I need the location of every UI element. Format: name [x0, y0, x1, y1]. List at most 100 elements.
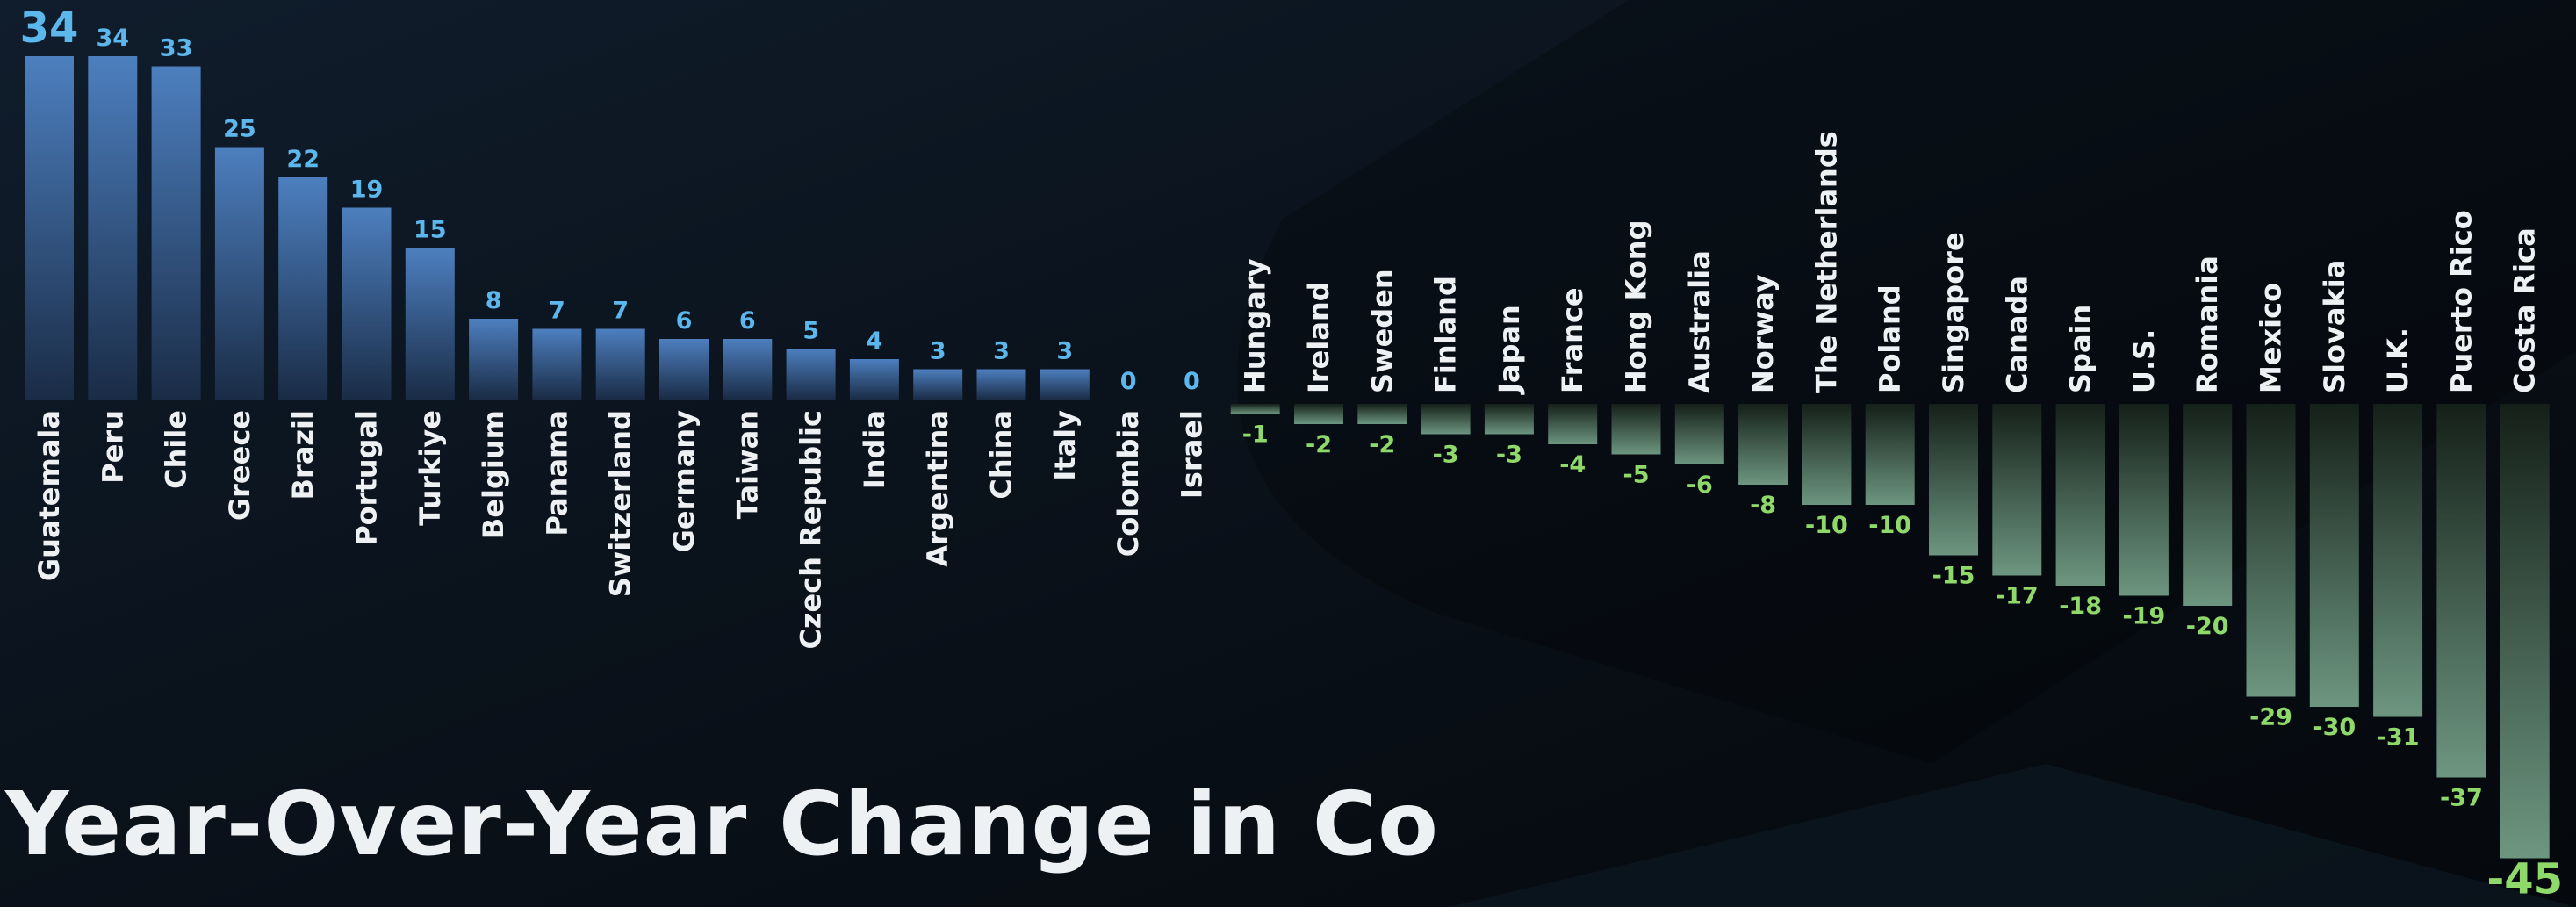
- category-label-portugal: Portugal: [350, 410, 384, 546]
- value-label-colombia: 0: [1120, 368, 1137, 395]
- value-label-china: 3: [993, 338, 1010, 365]
- value-label-ireland: -2: [1306, 431, 1332, 458]
- category-label-belgium: Belgium: [477, 410, 510, 539]
- category-label-india: India: [858, 410, 891, 489]
- category-label-u-k: U.K.: [2381, 328, 2414, 393]
- value-label-italy: 3: [1056, 338, 1073, 365]
- category-label-costa-rica: Costa Rica: [2508, 227, 2542, 393]
- bar-romania: [2183, 404, 2233, 606]
- bar-china: [976, 369, 1026, 400]
- value-label-puerto-rico: -37: [2440, 785, 2483, 812]
- category-label-romania: Romania: [2191, 256, 2224, 393]
- category-label-slovakia: Slovakia: [2318, 260, 2351, 393]
- bar-germany: [659, 339, 709, 400]
- bar-brazil: [278, 177, 328, 400]
- category-label-italy: Italy: [1048, 410, 1082, 481]
- bar-argentina: [913, 369, 963, 400]
- value-label-india: 4: [867, 328, 883, 355]
- bar-france: [1548, 404, 1598, 444]
- bar-italy: [1040, 369, 1090, 400]
- category-labels-group: Guatemala Peru Chile Greece Brazil Portugal Tu…: [32, 131, 2542, 649]
- bar-singapore: [1929, 404, 1978, 556]
- bar-belgium: [469, 319, 519, 400]
- category-label-germany: Germany: [667, 410, 701, 552]
- bar-peru: [88, 56, 138, 400]
- category-label-u-s: U.S.: [2127, 329, 2161, 393]
- value-label-panama: 7: [549, 298, 565, 325]
- value-label-u-s: -19: [2123, 603, 2166, 630]
- value-label-chile: 33: [160, 35, 193, 62]
- category-label-hong-kong: Hong Kong: [1620, 220, 1653, 394]
- value-label-singapore: -15: [1932, 563, 1975, 590]
- category-label-france: France: [1556, 287, 1589, 393]
- bar-slovakia: [2309, 404, 2359, 707]
- category-label-argentina: Argentina: [921, 410, 954, 567]
- bar-sweden: [1357, 404, 1407, 424]
- bar-greece: [214, 147, 264, 400]
- category-label-czech-republic: Czech Republic: [795, 410, 828, 650]
- bar-norway: [1738, 404, 1788, 485]
- value-label-greece: 25: [223, 116, 256, 143]
- bar-taiwan: [723, 339, 773, 400]
- bar-ireland: [1294, 404, 1343, 424]
- value-label-guatemala: 34: [20, 4, 79, 53]
- value-label-mexico: -29: [2249, 704, 2292, 731]
- value-label-czech-republic: 5: [802, 318, 819, 345]
- category-label-japan: Japan: [1493, 305, 1526, 395]
- bar-turkiye: [405, 248, 455, 400]
- value-label-romania: -20: [2186, 613, 2229, 640]
- bar-the-netherlands: [1802, 404, 1852, 505]
- category-label-australia: Australia: [1683, 250, 1716, 393]
- value-label-france: -4: [1559, 451, 1586, 479]
- category-label-spain: Spain: [2064, 305, 2097, 393]
- value-label-u-k: -31: [2377, 724, 2420, 752]
- value-label-argentina: 3: [930, 338, 946, 365]
- bar-czech-republic: [786, 349, 836, 400]
- value-label-portugal: 19: [350, 176, 384, 204]
- category-label-china: China: [985, 410, 1018, 500]
- category-label-chile: Chile: [160, 410, 193, 489]
- value-label-belgium: 8: [486, 287, 502, 314]
- value-label-japan: -3: [1496, 442, 1522, 469]
- value-label-turkiye: 15: [414, 217, 447, 244]
- bar-panama: [532, 328, 582, 400]
- value-label-canada: -17: [1996, 583, 2039, 610]
- category-label-israel: Israel: [1175, 410, 1208, 499]
- bars-group: [25, 56, 2550, 859]
- background-shapes: [1236, 0, 2576, 907]
- value-label-costa-rica: -45: [2486, 855, 2563, 904]
- bar-spain: [2055, 404, 2105, 586]
- bar-guatemala: [25, 56, 74, 400]
- bar-switzerland: [595, 328, 645, 400]
- bar-hungary: [1230, 404, 1280, 414]
- category-label-puerto-rico: Puerto Rico: [2444, 210, 2478, 393]
- category-label-taiwan: Taiwan: [730, 410, 764, 519]
- value-label-hungary: -1: [1242, 421, 1269, 449]
- category-label-poland: Poland: [1874, 284, 1907, 393]
- value-label-slovakia: -30: [2313, 714, 2356, 741]
- bar-puerto-rico: [2436, 404, 2486, 778]
- category-label-brazil: Brazil: [286, 410, 320, 500]
- category-label-ireland: Ireland: [1302, 281, 1335, 393]
- chart-title: Year-Over-Year Change in Co: [5, 773, 1440, 875]
- category-label-sweden: Sweden: [1365, 269, 1399, 393]
- category-label-mexico: Mexico: [2255, 283, 2288, 393]
- bar-costa-rica: [2500, 404, 2550, 859]
- bg-chevron-shape: [1236, 0, 2576, 764]
- bar-finland: [1421, 404, 1471, 435]
- category-label-switzerland: Switzerland: [604, 410, 637, 597]
- bar-hong-kong: [1611, 404, 1661, 455]
- value-label-hong-kong: -5: [1623, 462, 1650, 489]
- category-label-panama: Panama: [540, 410, 573, 536]
- bar-japan: [1484, 404, 1534, 435]
- bar-australia: [1674, 404, 1724, 464]
- bar-poland: [1865, 404, 1915, 505]
- bar-u-k: [2373, 404, 2423, 717]
- bar-portugal: [342, 207, 392, 400]
- value-label-norway: -8: [1750, 492, 1776, 519]
- category-label-norway: Norway: [1746, 274, 1780, 393]
- bar-mexico: [2246, 404, 2296, 697]
- bar-u-s: [2119, 404, 2169, 596]
